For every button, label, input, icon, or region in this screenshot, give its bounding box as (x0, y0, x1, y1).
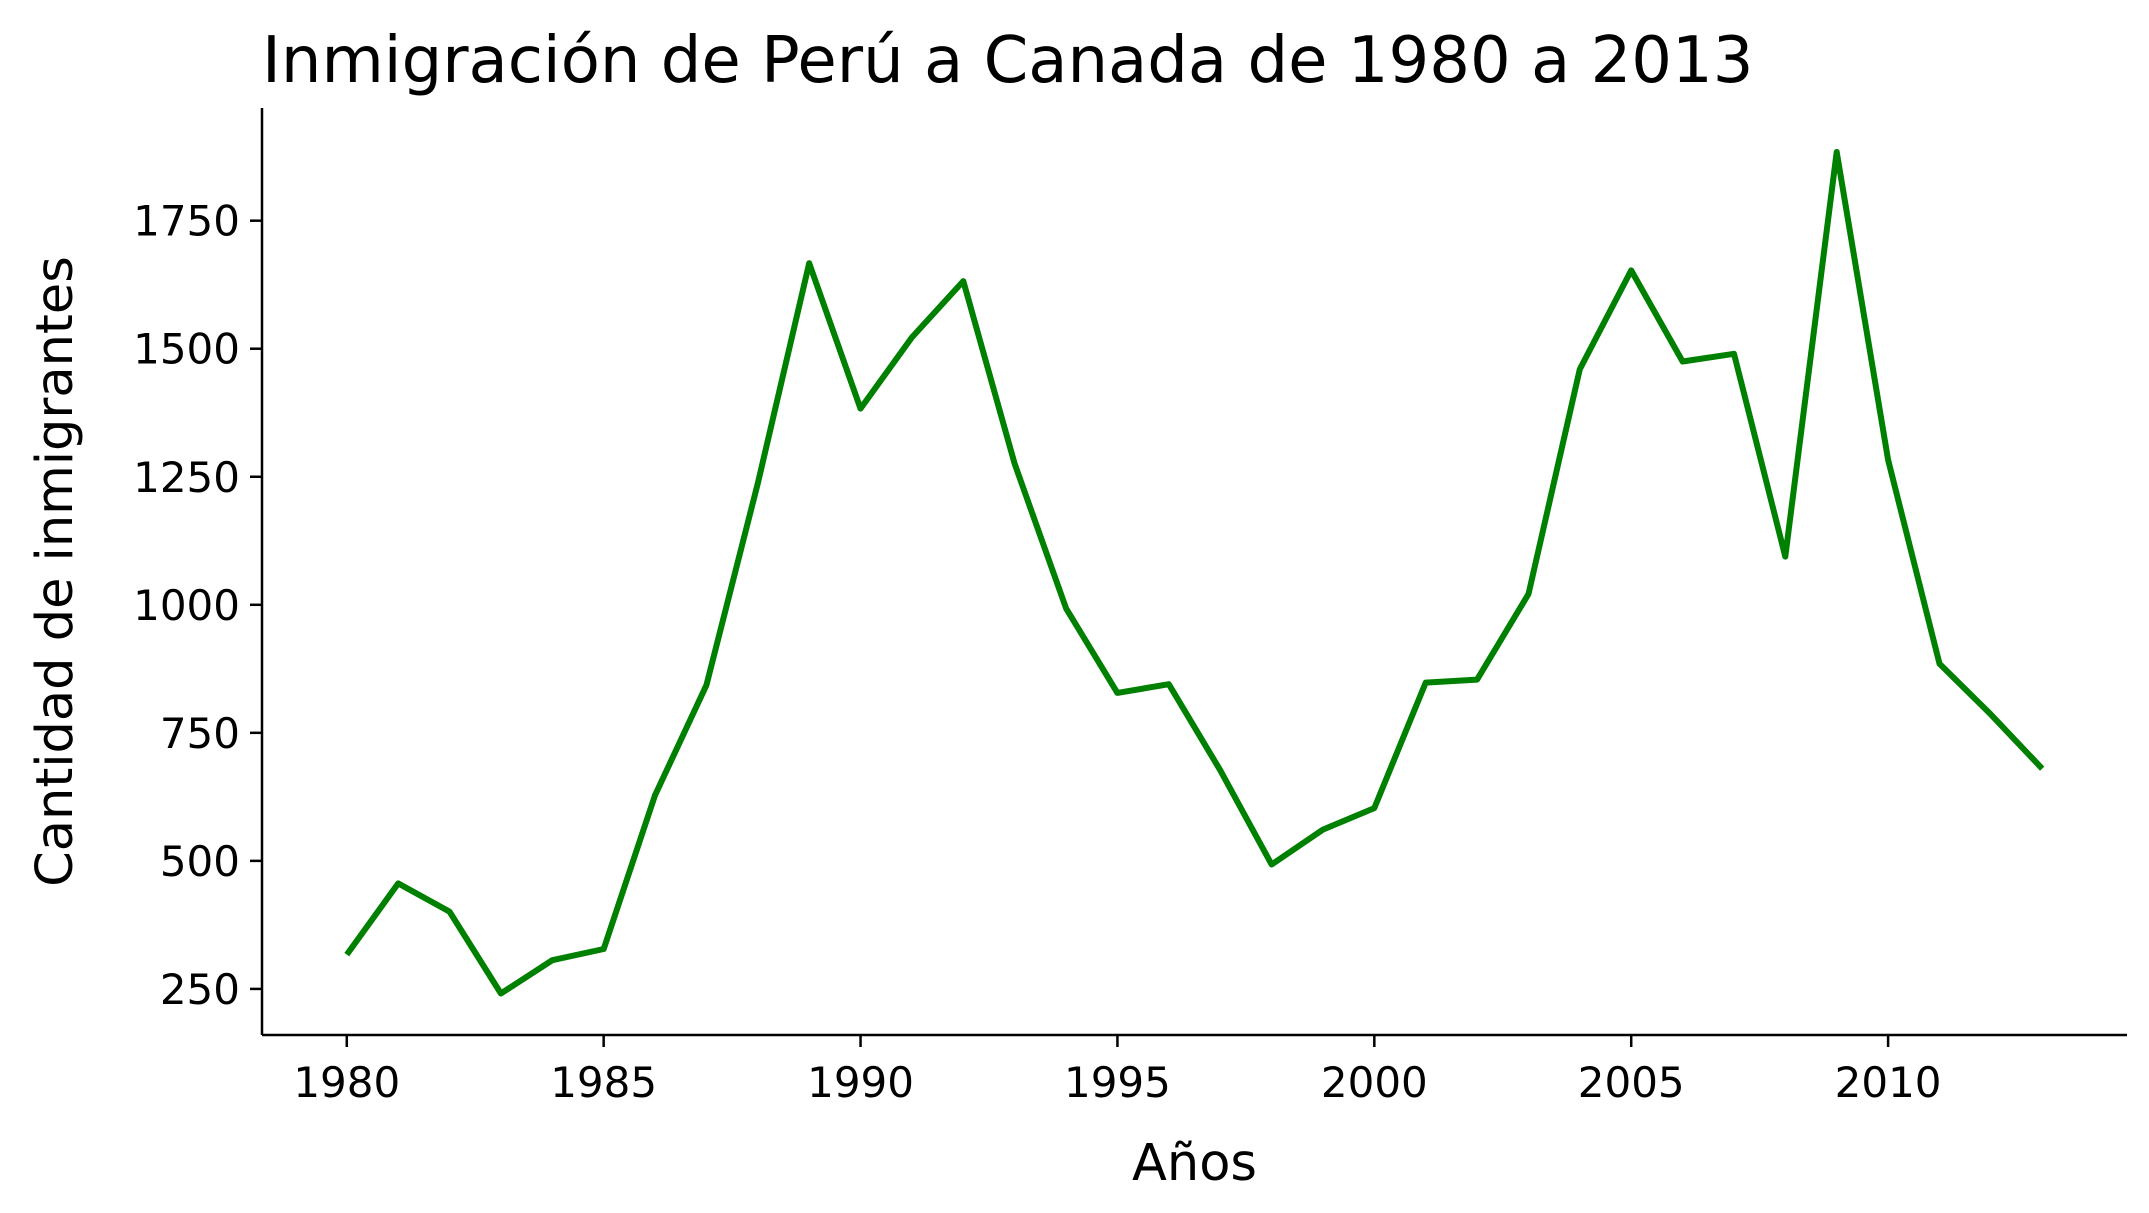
y-tick-label: 250 (160, 965, 240, 1014)
y-tick-label: 1000 (133, 581, 240, 630)
plot-area: 1980 1985 1990 1995 2000 2005 2010 250 500 750 10… (133, 108, 2127, 1107)
y-tick-label: 1250 (133, 453, 240, 502)
x-tick-label: 1985 (550, 1058, 657, 1107)
series-line (344, 149, 2045, 997)
x-tick-label: 1980 (293, 1058, 400, 1107)
y-axis-label: Cantidad de inmigrantes (26, 256, 85, 887)
x-axis-label: Años (1132, 1134, 1257, 1193)
chart-title: Inmigración de Perú a Canada de 1980 a 2… (262, 24, 1753, 98)
x-tick-label: 2005 (1578, 1058, 1685, 1107)
x-tick-label: 1990 (807, 1058, 914, 1107)
y-tick-label: 1500 (133, 325, 240, 374)
y-tick-label: 1750 (133, 197, 240, 246)
y-axis-ticks: 250 500 750 1000 1250 1500 1750 (133, 197, 262, 1014)
x-tick-label: 1995 (1064, 1058, 1171, 1107)
x-axis-ticks: 1980 1985 1990 1995 2000 2005 2010 (293, 1035, 1942, 1107)
y-tick-label: 750 (160, 709, 240, 758)
x-tick-label: 2010 (1835, 1058, 1942, 1107)
y-tick-label: 500 (160, 837, 240, 886)
x-tick-label: 2000 (1321, 1058, 1428, 1107)
